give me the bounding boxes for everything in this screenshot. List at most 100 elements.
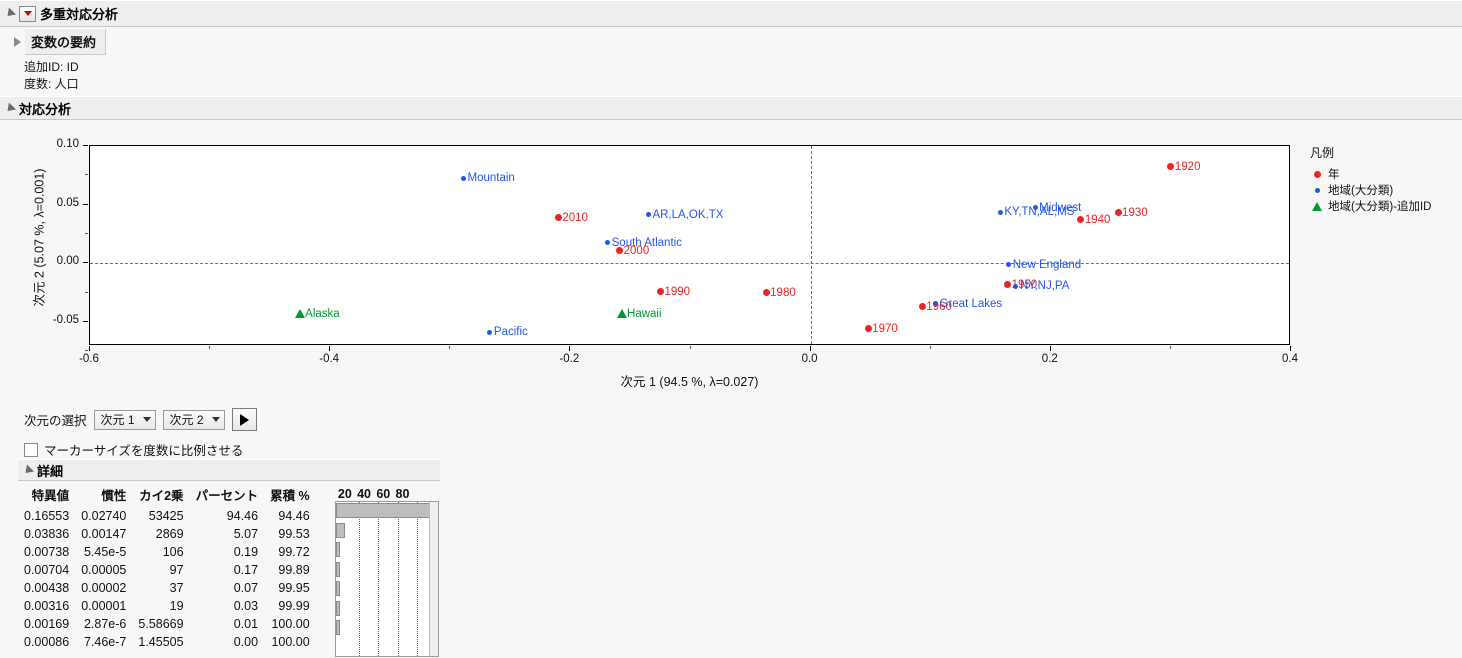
table-body: 0.16553 0.02740 53425 94.46 94.46 0.03836 0.00…: [18, 507, 432, 651]
cell-percent: 0.17: [233, 563, 259, 577]
legend: 凡例 年地域(大分類) 地域(大分類)-追加ID: [1310, 144, 1460, 214]
table-row[interactable]: 0.00316 0.00001 19 0.03 99.99: [18, 597, 432, 615]
outline-node-mca[interactable]: 多重対応分析: [0, 0, 1462, 27]
outline-node-detail[interactable]: 詳細: [18, 459, 440, 481]
cell-singular-value: 0.00738: [24, 545, 70, 559]
point-marker-circle-icon[interactable]: [1077, 216, 1085, 224]
y-tick-mark-minor: [85, 350, 88, 352]
table-header-row: 特異値 慣性 カイ2乗 パーセント 累積 % 20 40 60 80: [18, 484, 432, 507]
data-point-label: KY,TN,AL,MS: [1004, 206, 1075, 219]
table-row[interactable]: 0.16553 0.02740 53425 94.46 94.46: [18, 507, 432, 525]
point-marker-dot-icon[interactable]: [1006, 262, 1012, 268]
y-tick-label: 0.00: [56, 255, 79, 268]
table-row[interactable]: 0.00704 0.00005 97 0.17 99.89: [18, 561, 432, 579]
disclosure-triangle-collapsed-icon[interactable]: [14, 36, 21, 47]
legend-entries: 年地域(大分類) 地域(大分類)-追加ID: [1310, 166, 1460, 214]
point-marker-circle-icon[interactable]: [864, 325, 872, 333]
cell-chi-square: 19: [169, 599, 184, 613]
cell-cumulative-percent: 99.99: [278, 599, 310, 613]
point-marker-circle-icon[interactable]: [762, 289, 770, 297]
legend-item[interactable]: 地域(大分類): [1310, 182, 1460, 198]
variable-summary-label[interactable]: 変数の要約: [25, 28, 107, 55]
x-tick-mark: [1049, 346, 1051, 351]
point-marker-dot-icon[interactable]: [1013, 283, 1019, 289]
chevron-down-icon: [142, 417, 151, 422]
data-point-label: Midwest: [1039, 201, 1082, 214]
cell-cumulative-percent: 94.46: [278, 509, 310, 523]
table-row[interactable]: 0.00738 5.45e-5 106 0.19 99.72: [18, 543, 432, 561]
x-tick-mark: [329, 346, 331, 351]
cell-percent: 0.00: [233, 635, 259, 649]
plot-frame[interactable]: 1920 1930 1940 1950 1960 1970 1980 1990 2000 2010…: [89, 145, 1290, 345]
marker-size-proportional-checkbox[interactable]: マーカーサイズを度数に比例させる: [24, 440, 243, 459]
outline-node-correspondence-analysis[interactable]: 対応分析: [0, 96, 1462, 120]
disclosure-triangle-icon[interactable]: [3, 101, 17, 115]
percent-bar-chart-panel: [335, 501, 439, 657]
cell-percent: 0.07: [233, 581, 259, 595]
legend-title: 凡例: [1310, 146, 1335, 160]
x-axis-title: 次元 1 (94.5 %, λ=0.027): [620, 375, 759, 389]
data-point-label: 1970: [872, 322, 898, 335]
point-marker-dot-icon[interactable]: [605, 240, 611, 246]
point-marker-triangle-icon[interactable]: [295, 309, 306, 319]
dimension-2-select[interactable]: 次元 2: [162, 409, 225, 430]
point-marker-circle-icon[interactable]: [656, 288, 664, 296]
x-tick-label: 0.2: [1041, 353, 1058, 365]
dimension-1-select[interactable]: 次元 1: [93, 409, 156, 430]
bar-axis-tick-label: 60: [376, 486, 391, 501]
correspondence-plot[interactable]: 1920 1930 1940 1950 1960 1970 1980 1990 2000 2010…: [0, 128, 1462, 398]
percent-bar: [336, 522, 345, 538]
bar-panel-gridline: [359, 502, 361, 656]
reference-line-vertical: [810, 146, 812, 344]
cell-singular-value: 0.00704: [24, 563, 70, 577]
cumulative-percent-line: [430, 510, 437, 647]
y-tick-mark: [83, 262, 88, 264]
red-triangle-menu-icon[interactable]: [19, 5, 36, 22]
table-row[interactable]: 0.00438 0.00002 37 0.07 99.95: [18, 579, 432, 597]
y-tick-mark-minor: [85, 232, 88, 234]
x-tick-mark-minor: [929, 346, 931, 349]
x-tick-mark-minor: [449, 346, 451, 349]
percent-bar: [336, 542, 341, 557]
legend-item[interactable]: 地域(大分類)-追加ID: [1310, 198, 1460, 214]
col-inertia: 慣性: [101, 489, 127, 503]
point-marker-dot-icon[interactable]: [933, 301, 938, 307]
point-marker-dot-icon[interactable]: [487, 329, 493, 335]
point-marker-circle-icon[interactable]: [616, 247, 624, 255]
legend-marker-circle-icon: [1310, 170, 1324, 178]
disclosure-triangle-icon[interactable]: [21, 463, 35, 477]
outline-node-variable-summary[interactable]: 変数の要約: [0, 28, 107, 55]
panel-scrollbar[interactable]: [429, 502, 438, 656]
checkbox-box-icon[interactable]: [24, 442, 38, 457]
x-tick-label: 0.4: [1282, 353, 1298, 365]
info-line-id: 追加ID: ID: [24, 60, 79, 74]
disclosure-triangle-icon[interactable]: [3, 7, 17, 20]
cell-chi-square: 97: [169, 563, 184, 577]
point-marker-dot-icon[interactable]: [1032, 205, 1038, 211]
legend-item-label: 地域(大分類): [1328, 185, 1394, 197]
apply-dimensions-button[interactable]: [231, 408, 257, 431]
point-marker-dot-icon[interactable]: [645, 212, 651, 218]
point-marker-triangle-icon[interactable]: [617, 309, 628, 319]
point-marker-dot-icon[interactable]: [997, 209, 1003, 215]
x-tick-mark: [1290, 346, 1291, 351]
point-marker-circle-icon[interactable]: [1004, 281, 1012, 289]
detail-table-element: 特異値 慣性 カイ2乗 パーセント 累積 % 20 40 60 80 0.16553 0…: [18, 484, 432, 651]
point-marker-circle-icon[interactable]: [918, 303, 926, 311]
percent-bar: [336, 600, 341, 616]
table-row[interactable]: 0.00086 7.46e-7 1.45505 0.00 100.00: [18, 633, 432, 651]
percent-bar: [336, 581, 341, 596]
point-marker-circle-icon[interactable]: [1114, 209, 1122, 217]
cell-cumulative-percent: 99.95: [278, 581, 310, 595]
page-title: 多重対応分析: [40, 7, 119, 22]
data-point-label: 2000: [623, 244, 650, 257]
table-row[interactable]: 0.00169 2.87e-6 5.58669 0.01 100.00: [18, 615, 432, 633]
cell-inertia: 0.00002: [81, 581, 127, 595]
table-row[interactable]: 0.03836 0.00147 2869 5.07 99.53: [18, 525, 432, 543]
point-marker-circle-icon[interactable]: [1167, 163, 1175, 171]
point-marker-circle-icon[interactable]: [554, 214, 562, 221]
legend-item[interactable]: 年: [1310, 166, 1460, 182]
point-marker-dot-icon[interactable]: [461, 175, 466, 181]
col-cumulative-percent: 累積 %: [270, 489, 310, 503]
